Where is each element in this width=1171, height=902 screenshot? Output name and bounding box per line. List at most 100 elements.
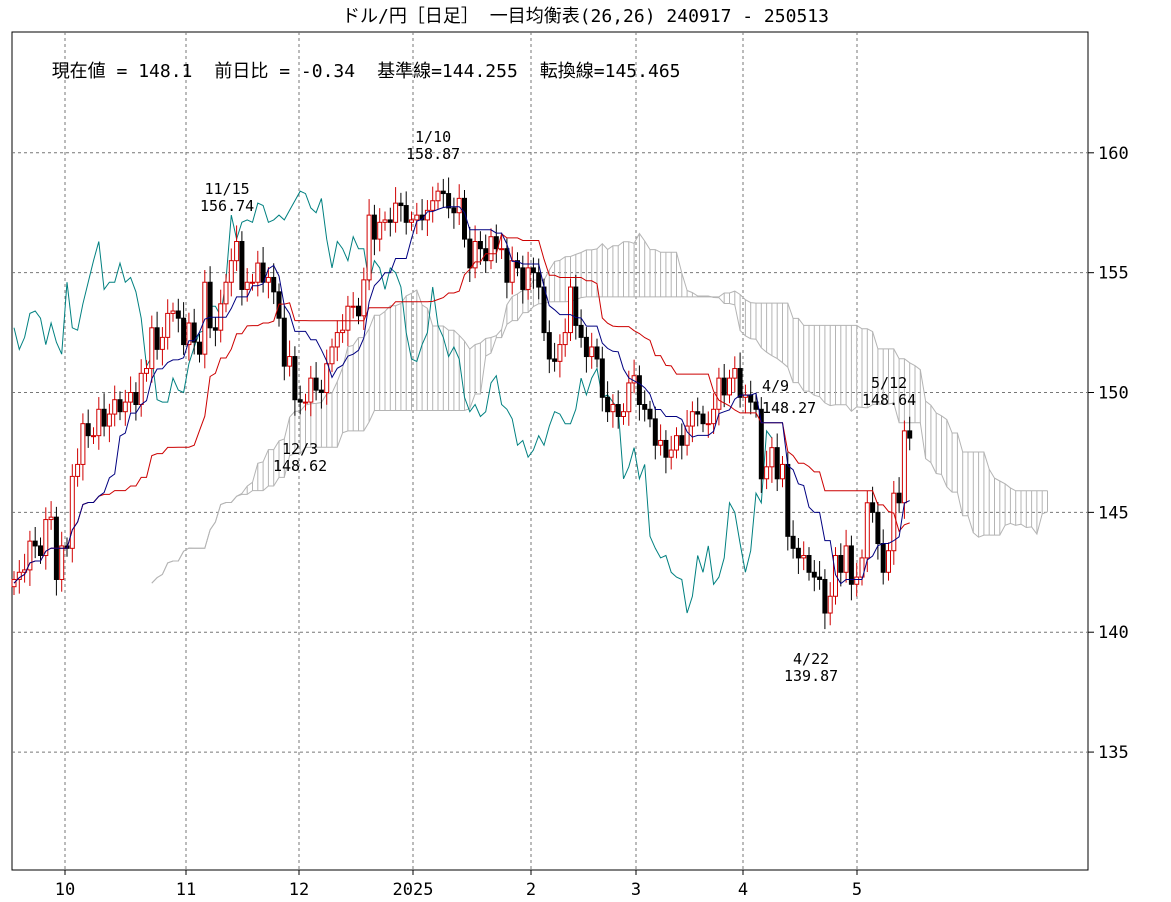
candle-up	[250, 281, 255, 284]
candle-down	[117, 399, 123, 413]
candle-down	[594, 346, 600, 360]
annotation-value: 158.87	[406, 145, 461, 163]
candle-up	[801, 555, 807, 559]
candle-up	[414, 214, 420, 221]
candle-down	[578, 324, 584, 338]
candle-down	[817, 576, 823, 580]
candle-up	[265, 276, 271, 283]
candle-down	[652, 418, 658, 446]
candle-up	[159, 336, 165, 350]
x-tick-label: 10	[55, 880, 75, 900]
candle-up	[366, 214, 372, 281]
candle-down	[419, 214, 425, 221]
candle-up	[69, 475, 75, 549]
candle-up	[170, 310, 176, 314]
candle-up	[106, 413, 112, 427]
day-change: 前日比 = -0.34	[214, 61, 356, 82]
candle-up	[80, 423, 86, 465]
candle-down	[811, 571, 817, 578]
candle-down	[530, 267, 536, 274]
candle-down	[875, 511, 881, 545]
candle-up	[727, 377, 732, 396]
candle-up	[244, 281, 250, 290]
candle-down	[281, 317, 287, 367]
candle-up	[138, 372, 144, 405]
candle-down	[615, 403, 621, 417]
candle-up	[557, 344, 563, 362]
candle-up	[350, 305, 356, 308]
candle-up	[833, 555, 838, 597]
candle-up	[764, 466, 770, 480]
annotation-0512: 5/12 148.64	[862, 375, 916, 409]
candle-down	[133, 392, 139, 405]
candle-up	[499, 248, 505, 251]
candle-down	[260, 262, 266, 283]
candle-down	[313, 377, 319, 391]
candle-up	[589, 346, 595, 358]
candle-down	[239, 241, 245, 290]
candle-up	[859, 557, 865, 578]
candle-up	[732, 368, 738, 379]
candle-down	[536, 272, 542, 288]
candle-down	[387, 219, 393, 223]
candle-down	[493, 236, 499, 250]
annotation-0409: 4/9 148.27	[762, 375, 816, 419]
candle-down	[695, 411, 701, 415]
candle-up	[430, 200, 436, 211]
candle-down	[483, 248, 489, 262]
candle-up	[27, 540, 33, 571]
candle-up	[886, 550, 891, 573]
candle-up	[525, 267, 531, 290]
candle-down	[848, 545, 854, 585]
candle-down	[552, 358, 558, 362]
annotation-date: 1/10	[415, 128, 452, 146]
candle-up	[165, 312, 171, 338]
y-tick-label: 150	[1098, 384, 1129, 404]
candle-up	[827, 595, 833, 614]
candle-up	[472, 241, 478, 269]
candle-up	[382, 219, 388, 223]
candle-down	[806, 555, 812, 573]
candle-up	[128, 392, 134, 403]
candle-down	[541, 286, 547, 334]
candle-down	[880, 543, 886, 573]
annotation-low-0422: 4/22 139.87	[784, 651, 838, 685]
tenkan-line	[13, 206, 910, 585]
candle-down	[212, 327, 218, 331]
candle-down	[636, 375, 642, 405]
candle-down	[440, 190, 446, 195]
candle-down	[292, 356, 298, 401]
y-tick-label: 160	[1098, 144, 1129, 164]
candle-up	[684, 425, 690, 446]
candle-down	[573, 286, 579, 326]
annotation-low-1203: 12/3 148.62	[273, 441, 327, 475]
plot-frame	[11, 31, 1089, 871]
candle-up	[780, 463, 785, 480]
candle-up	[308, 377, 314, 403]
candle-down	[520, 267, 526, 290]
x-tick-label: 4	[738, 880, 748, 900]
kijun-line	[13, 232, 910, 584]
y-tick-label: 140	[1098, 623, 1129, 643]
candle-down	[154, 327, 160, 350]
candle-up	[303, 401, 308, 404]
candle-down	[737, 368, 743, 398]
candle-up	[334, 332, 340, 348]
candle-down	[870, 502, 876, 513]
candle-down	[181, 317, 187, 346]
candle-down	[504, 248, 510, 283]
candle-down	[398, 202, 404, 207]
candle-down	[191, 322, 197, 343]
candle-up	[668, 449, 674, 458]
candle-up	[843, 545, 849, 573]
x-tick-label: 11	[176, 880, 196, 900]
annotation-value: 148.62	[273, 457, 328, 475]
candle-down	[599, 358, 605, 398]
candle-down	[515, 260, 520, 269]
candle-up	[48, 516, 54, 521]
candle-down	[197, 341, 202, 355]
candle-down	[583, 336, 589, 358]
candle-up	[186, 322, 192, 346]
candle-up	[345, 305, 351, 331]
